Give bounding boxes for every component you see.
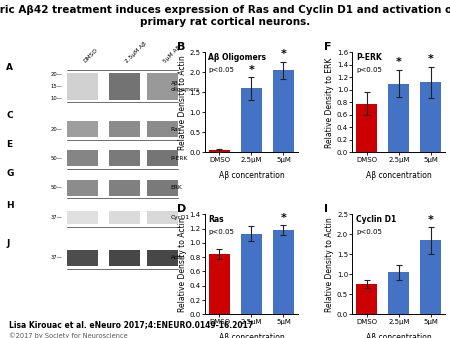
Bar bbox=[109, 249, 140, 266]
Text: 50—: 50— bbox=[50, 185, 62, 190]
Bar bbox=[67, 249, 98, 266]
Bar bbox=[209, 254, 230, 314]
Y-axis label: Relative Density to ERK: Relative Density to ERK bbox=[325, 57, 334, 148]
Text: D: D bbox=[177, 204, 186, 214]
Bar bbox=[67, 179, 98, 196]
Bar bbox=[273, 230, 294, 314]
Bar bbox=[109, 211, 140, 224]
Text: 10—: 10— bbox=[50, 96, 62, 101]
Text: C: C bbox=[6, 111, 13, 120]
Text: A: A bbox=[6, 63, 13, 72]
Text: *: * bbox=[428, 54, 434, 64]
X-axis label: Aβ concentration: Aβ concentration bbox=[219, 171, 284, 180]
Bar bbox=[273, 70, 294, 152]
Text: I: I bbox=[324, 204, 328, 214]
Text: P-ERK: P-ERK bbox=[171, 156, 188, 161]
Bar bbox=[109, 121, 140, 137]
Text: DMSO: DMSO bbox=[82, 48, 99, 64]
X-axis label: Aβ concentration: Aβ concentration bbox=[219, 333, 284, 338]
Y-axis label: Relative Density to Actin: Relative Density to Actin bbox=[178, 55, 187, 150]
Text: 37—: 37— bbox=[50, 215, 62, 220]
Text: 20—: 20— bbox=[50, 72, 62, 77]
X-axis label: Aβ concentration: Aβ concentration bbox=[366, 171, 432, 180]
Bar bbox=[147, 211, 178, 224]
Text: *: * bbox=[396, 57, 402, 67]
Bar bbox=[67, 73, 98, 100]
Bar bbox=[356, 104, 377, 152]
Text: E: E bbox=[6, 140, 13, 149]
Y-axis label: Relative Density to Actin: Relative Density to Actin bbox=[325, 217, 334, 312]
Bar bbox=[388, 272, 409, 314]
Bar bbox=[388, 83, 409, 152]
Text: 2.5μM Aβ: 2.5μM Aβ bbox=[124, 41, 148, 64]
Text: Aβ Oligomers: Aβ Oligomers bbox=[208, 53, 266, 63]
Bar bbox=[147, 179, 178, 196]
Bar bbox=[67, 211, 98, 224]
Text: ERK: ERK bbox=[171, 185, 182, 190]
Text: G: G bbox=[6, 169, 14, 178]
Text: p<0.05: p<0.05 bbox=[356, 230, 382, 235]
Text: ©2017 by Society for Neuroscience: ©2017 by Society for Neuroscience bbox=[9, 332, 128, 338]
Text: Ras: Ras bbox=[171, 127, 181, 132]
Text: Lisa Kirouac et al. eNeuro 2017;4:ENEURO.0149-16.2017: Lisa Kirouac et al. eNeuro 2017;4:ENEURO… bbox=[9, 320, 253, 330]
Text: Aβ
oligomers: Aβ oligomers bbox=[171, 81, 200, 92]
Bar bbox=[147, 121, 178, 137]
Text: Actin: Actin bbox=[171, 256, 185, 261]
Bar bbox=[147, 249, 178, 266]
Bar bbox=[147, 73, 178, 100]
Y-axis label: Relative Density to Actin: Relative Density to Actin bbox=[178, 217, 187, 312]
Text: Cyclin D1: Cyclin D1 bbox=[356, 215, 396, 224]
Text: *: * bbox=[428, 215, 434, 225]
Bar bbox=[147, 150, 178, 166]
Text: Oligomeric Aβ42 treatment induces expression of Ras and Cyclin D1 and activation: Oligomeric Aβ42 treatment induces expres… bbox=[0, 5, 450, 27]
Bar bbox=[109, 179, 140, 196]
Text: 20—: 20— bbox=[50, 127, 62, 132]
Bar bbox=[67, 121, 98, 137]
Text: p<0.05: p<0.05 bbox=[356, 67, 382, 73]
Text: Ras: Ras bbox=[208, 215, 224, 224]
Bar bbox=[356, 284, 377, 314]
Text: 15—: 15— bbox=[50, 84, 62, 89]
Text: CycD1: CycD1 bbox=[171, 215, 189, 220]
Bar bbox=[209, 150, 230, 152]
Text: P-ERK: P-ERK bbox=[356, 53, 382, 63]
Bar bbox=[241, 234, 262, 314]
Text: p<0.05: p<0.05 bbox=[208, 67, 234, 73]
Text: J: J bbox=[6, 239, 9, 248]
Bar bbox=[109, 73, 140, 100]
Bar bbox=[420, 82, 441, 152]
Bar bbox=[67, 150, 98, 166]
Text: 5μM Aβ: 5μM Aβ bbox=[162, 45, 182, 64]
Text: 50—: 50— bbox=[50, 156, 62, 161]
X-axis label: Aβ concentration: Aβ concentration bbox=[366, 333, 432, 338]
Text: H: H bbox=[6, 200, 14, 210]
Text: *: * bbox=[248, 65, 254, 75]
Bar bbox=[241, 88, 262, 152]
Text: p<0.05: p<0.05 bbox=[208, 230, 234, 235]
Text: 37—: 37— bbox=[50, 256, 62, 261]
Text: B: B bbox=[177, 42, 185, 52]
Bar bbox=[109, 150, 140, 166]
Text: *: * bbox=[280, 213, 286, 222]
Text: F: F bbox=[324, 42, 332, 52]
Text: *: * bbox=[280, 49, 286, 59]
Bar bbox=[420, 240, 441, 314]
